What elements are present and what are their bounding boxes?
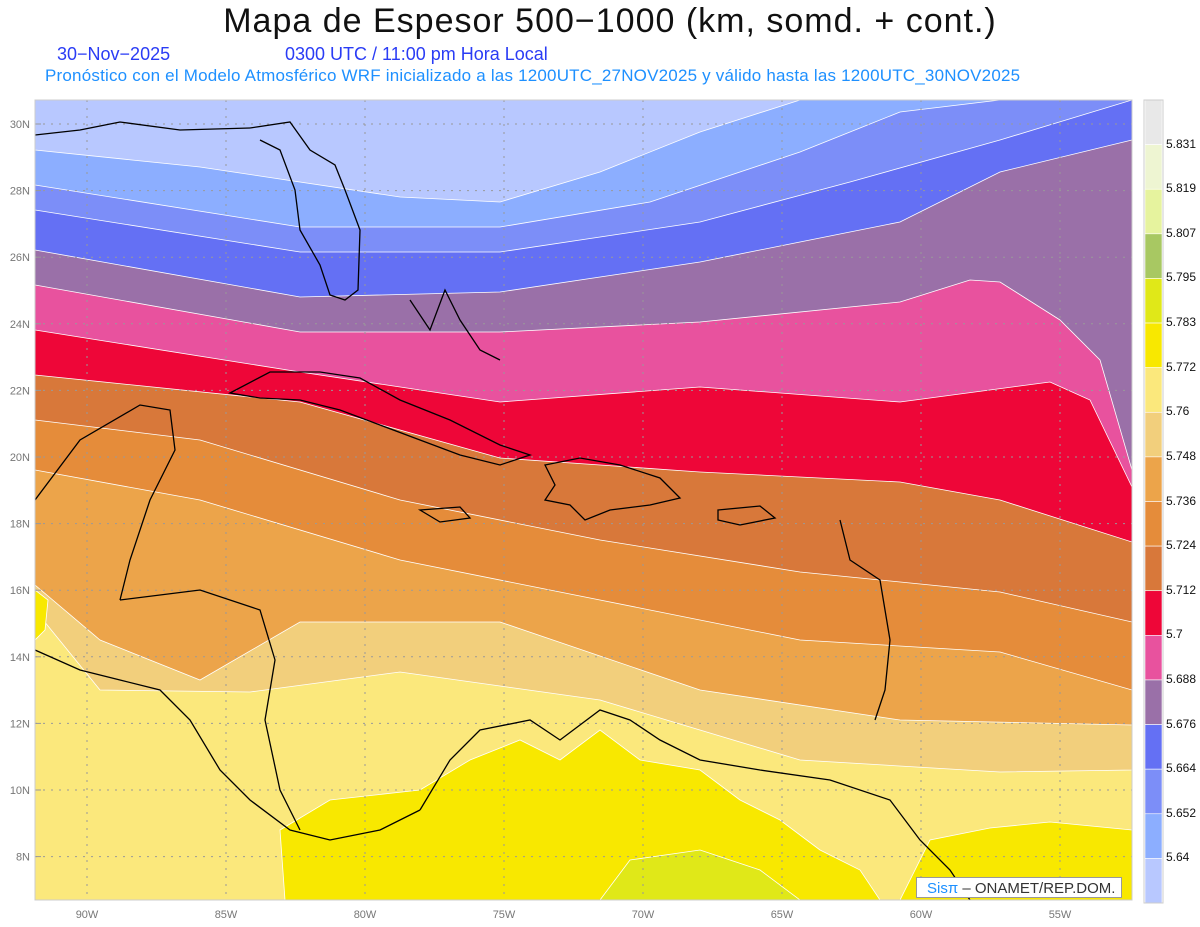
colorbar-label: 5.676 [1166, 716, 1197, 731]
coast-jamaica [417, 506, 472, 523]
colorbar-label: 5.712 [1166, 582, 1197, 597]
colorbar-frame [1143, 99, 1164, 904]
colorbar-swatch [1144, 411, 1163, 458]
lon-label: 70W [632, 909, 655, 921]
colorbar-swatch [1144, 367, 1163, 413]
logo-text: – ONAMET/REP.DOM. [962, 880, 1116, 897]
colorbar-label: 5.736 [1166, 493, 1197, 508]
colorbar-label: 5.783 [1166, 315, 1197, 330]
coast-yucatan [35, 404, 176, 601]
lat-label: 12N [10, 718, 30, 730]
colorbar-label: 5.76 [1166, 404, 1190, 419]
lat-label: 22N [10, 385, 30, 397]
lat-label: 18N [10, 519, 30, 531]
colorbar-label: 5.795 [1166, 270, 1197, 285]
colorbar-swatch [1144, 724, 1163, 770]
coast-south-america [419, 709, 971, 900]
filled-contours [35, 100, 1132, 900]
colorbar-swatch [1144, 590, 1163, 636]
coast-bahamas [409, 288, 501, 361]
band-yellow-green [599, 849, 801, 900]
colorbar-label: 5.819 [1166, 181, 1197, 196]
lon-label: 80W [354, 909, 377, 921]
coast-gulf [35, 121, 251, 136]
lon-label: 75W [493, 909, 516, 921]
forecast-date: 30−Nov−2025 [57, 44, 171, 64]
lat-label: 16N [10, 585, 30, 597]
colorbar-swatch [1144, 858, 1163, 904]
colorbar-label: 5.807 [1166, 225, 1197, 240]
colorbar-label: 5.831 [1166, 136, 1197, 151]
coast-caribbean-ca [119, 589, 301, 831]
colorbar-swatch [1144, 188, 1163, 235]
coast-cuba [227, 371, 533, 466]
colorbar-label: 5.652 [1166, 805, 1197, 820]
colorbar-label: 5.7 [1166, 627, 1183, 642]
colorbar [1143, 99, 1164, 904]
lat-lon-grid [35, 100, 1132, 900]
colorbar-swatch [1144, 233, 1163, 279]
colorbar-label: 5.748 [1166, 448, 1197, 463]
model-subtitle: Pronóstico con el Modelo Atmosférico WRF… [45, 66, 1021, 85]
lat-label: 24N [10, 319, 30, 331]
lat-label: 14N [10, 652, 30, 664]
coast-florida [249, 121, 361, 301]
colorbar-label: 5.664 [1166, 761, 1197, 776]
colorbar-swatch [1144, 278, 1163, 324]
colorbar-swatch [1144, 144, 1163, 190]
onamet-logo: Sisπ – ONAMET/REP.DOM. [916, 877, 1122, 898]
colorbar-swatch [1144, 545, 1163, 592]
coast-central-america [35, 649, 421, 841]
lat-label: 20N [10, 452, 30, 464]
lon-label: 85W [215, 909, 238, 921]
colorbar-swatch [1144, 322, 1163, 368]
coast-hispaniola [543, 457, 682, 521]
colorbar-label: 5.64 [1166, 850, 1190, 865]
forecast-time: 0300 UTC / 11:00 pm Hora Local [285, 44, 548, 64]
lat-label: 10N [10, 785, 30, 797]
colorbar-swatch [1144, 768, 1163, 815]
lat-label: 26N [10, 252, 30, 264]
lon-label: 65W [771, 909, 794, 921]
colorbar-swatch [1144, 456, 1163, 502]
lat-label: 28N [10, 186, 30, 198]
lat-label: 8N [16, 852, 30, 864]
lat-label: 30N [10, 119, 30, 131]
colorbar-swatch [1144, 501, 1163, 547]
axis-labels: 30N 28N 26N 24N 22N 20N 18N 16N 14N 12N 10N 8N 90W 85… [10, 119, 1072, 921]
coastlines [35, 121, 971, 900]
map-frame [34, 99, 1133, 901]
colorbar-label: 5.724 [1166, 538, 1197, 553]
lon-label: 55W [1049, 909, 1072, 921]
coast-puerto-rico [717, 505, 777, 526]
lon-label: 60W [910, 909, 933, 921]
map-title: Mapa de Espesor 500−1000 (km, somd. + co… [223, 2, 997, 40]
colorbar-swatch [1144, 99, 1163, 145]
band-yellow-west [35, 589, 49, 641]
colorbar-swatch [1144, 679, 1163, 725]
logo-brand: Sisπ [927, 880, 959, 897]
colorbar-label: 5.688 [1166, 671, 1197, 686]
colorbar-swatch [1144, 635, 1163, 681]
colorbar-swatch [1144, 813, 1163, 859]
band-yellow [279, 729, 881, 900]
colorbar-label: 5.772 [1166, 359, 1197, 374]
coast-lesser-antilles [839, 519, 891, 721]
lon-label: 90W [76, 909, 99, 921]
